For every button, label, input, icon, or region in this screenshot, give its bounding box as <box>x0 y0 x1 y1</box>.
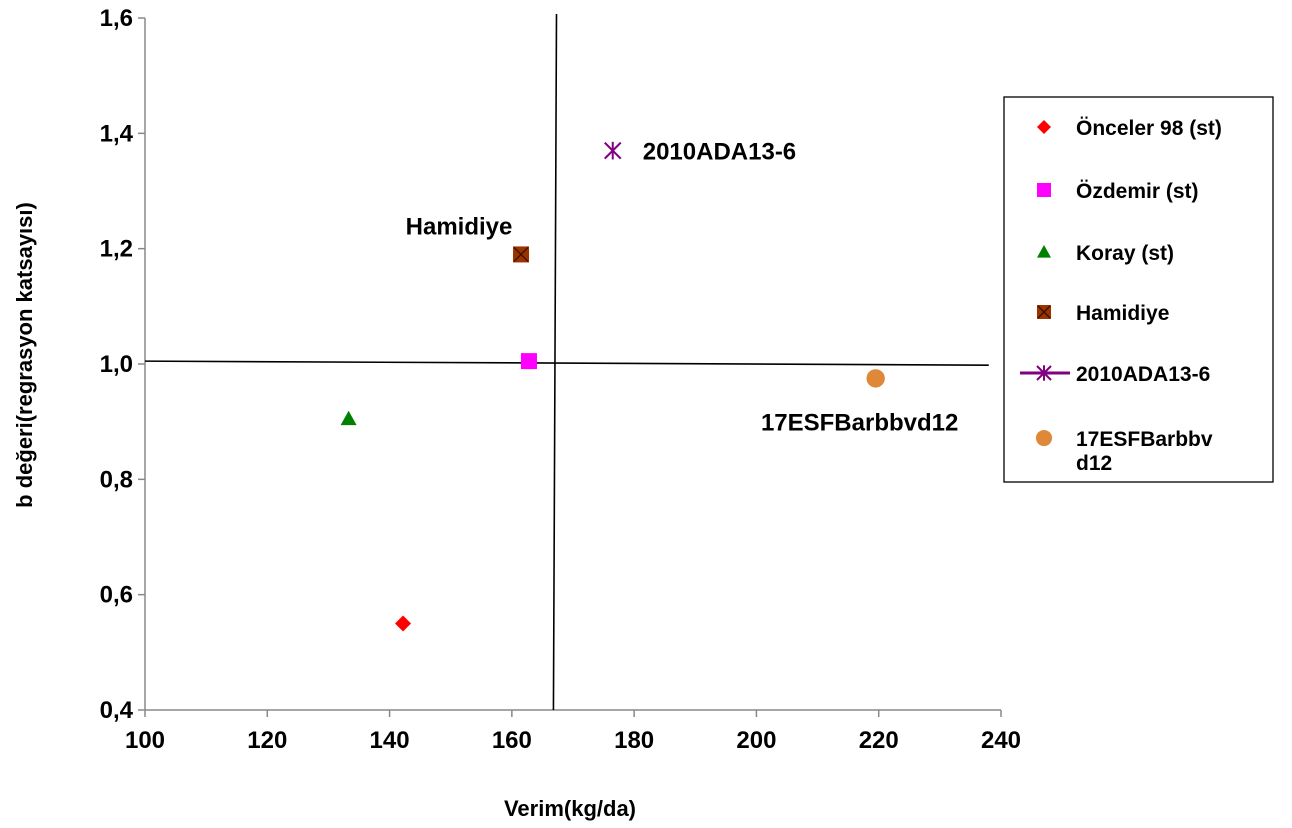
y-axis-title: b değeri(regrasyon katsayısı) <box>12 202 37 508</box>
legend-marker-4 <box>1036 365 1052 381</box>
y-tick-label: 1,0 <box>100 351 133 378</box>
y-tick-label: 0,6 <box>100 582 133 609</box>
y-tick-label: 0,4 <box>100 697 134 724</box>
legend-marker-1 <box>1037 183 1051 197</box>
data-point-4 <box>604 141 622 160</box>
y-tick-label: 1,6 <box>100 5 133 32</box>
legend-box <box>1003 96 1274 483</box>
data-point-0 <box>395 615 412 632</box>
point-annotations: Hamidiye 2010ADA13-6 17ESFBarbbvd12 <box>406 139 959 437</box>
x-tick-labels: 100 120 140 160 180 200 220 240 <box>125 727 1021 754</box>
legend-label: Özdemir (st) <box>1076 180 1199 203</box>
x-axis-title: Verim(kg/da) <box>504 796 636 821</box>
reference-lines <box>144 13 989 711</box>
vertical-mean-line <box>552 13 558 711</box>
legend-label: Önceler 98 (st) <box>1076 117 1222 140</box>
y-tick-label: 0,8 <box>100 466 133 493</box>
legend-marker-0 <box>1037 120 1051 134</box>
data-point-1 <box>520 353 537 370</box>
legend: Önceler 98 (st) Özdemir (st) Koray (st) Ham… <box>1003 96 1274 483</box>
data-point-5 <box>866 369 885 388</box>
x-tick-label: 120 <box>247 727 287 754</box>
y-tick-label: 1,2 <box>100 236 133 263</box>
data-point-2 <box>340 410 357 426</box>
legend-marker-5 <box>1035 429 1053 447</box>
x-tick-label: 220 <box>859 727 899 754</box>
legend-label: 17ESFBarbbv <box>1076 428 1213 451</box>
data-points <box>340 141 885 632</box>
legend-label: Hamidiye <box>1076 302 1169 325</box>
x-tick-label: 240 <box>981 727 1021 754</box>
y-tick-labels: 0,4 0,6 0,8 1,0 1,2 1,4 1,6 <box>100 5 134 724</box>
legend-label: d12 <box>1076 452 1112 475</box>
x-tick-label: 140 <box>370 727 410 754</box>
legend-marker-3 <box>1037 305 1051 319</box>
point-annotation: Hamidiye <box>406 213 513 240</box>
x-tick-label: 160 <box>492 727 532 754</box>
point-annotation: 17ESFBarbbvd12 <box>761 409 958 436</box>
x-tick-label: 180 <box>614 727 654 754</box>
x-tick-label: 200 <box>736 727 776 754</box>
point-annotation: 2010ADA13-6 <box>643 139 796 166</box>
axes <box>138 17 1002 717</box>
x-tick-label: 100 <box>125 727 165 754</box>
legend-marker-2 <box>1037 245 1051 258</box>
horizontal-mean-line <box>144 360 989 366</box>
y-tick-label: 1,4 <box>100 120 134 147</box>
data-point-3 <box>513 246 530 263</box>
legend-label: 2010ADA13-6 <box>1076 363 1210 386</box>
legend-label: Koray (st) <box>1076 242 1174 265</box>
